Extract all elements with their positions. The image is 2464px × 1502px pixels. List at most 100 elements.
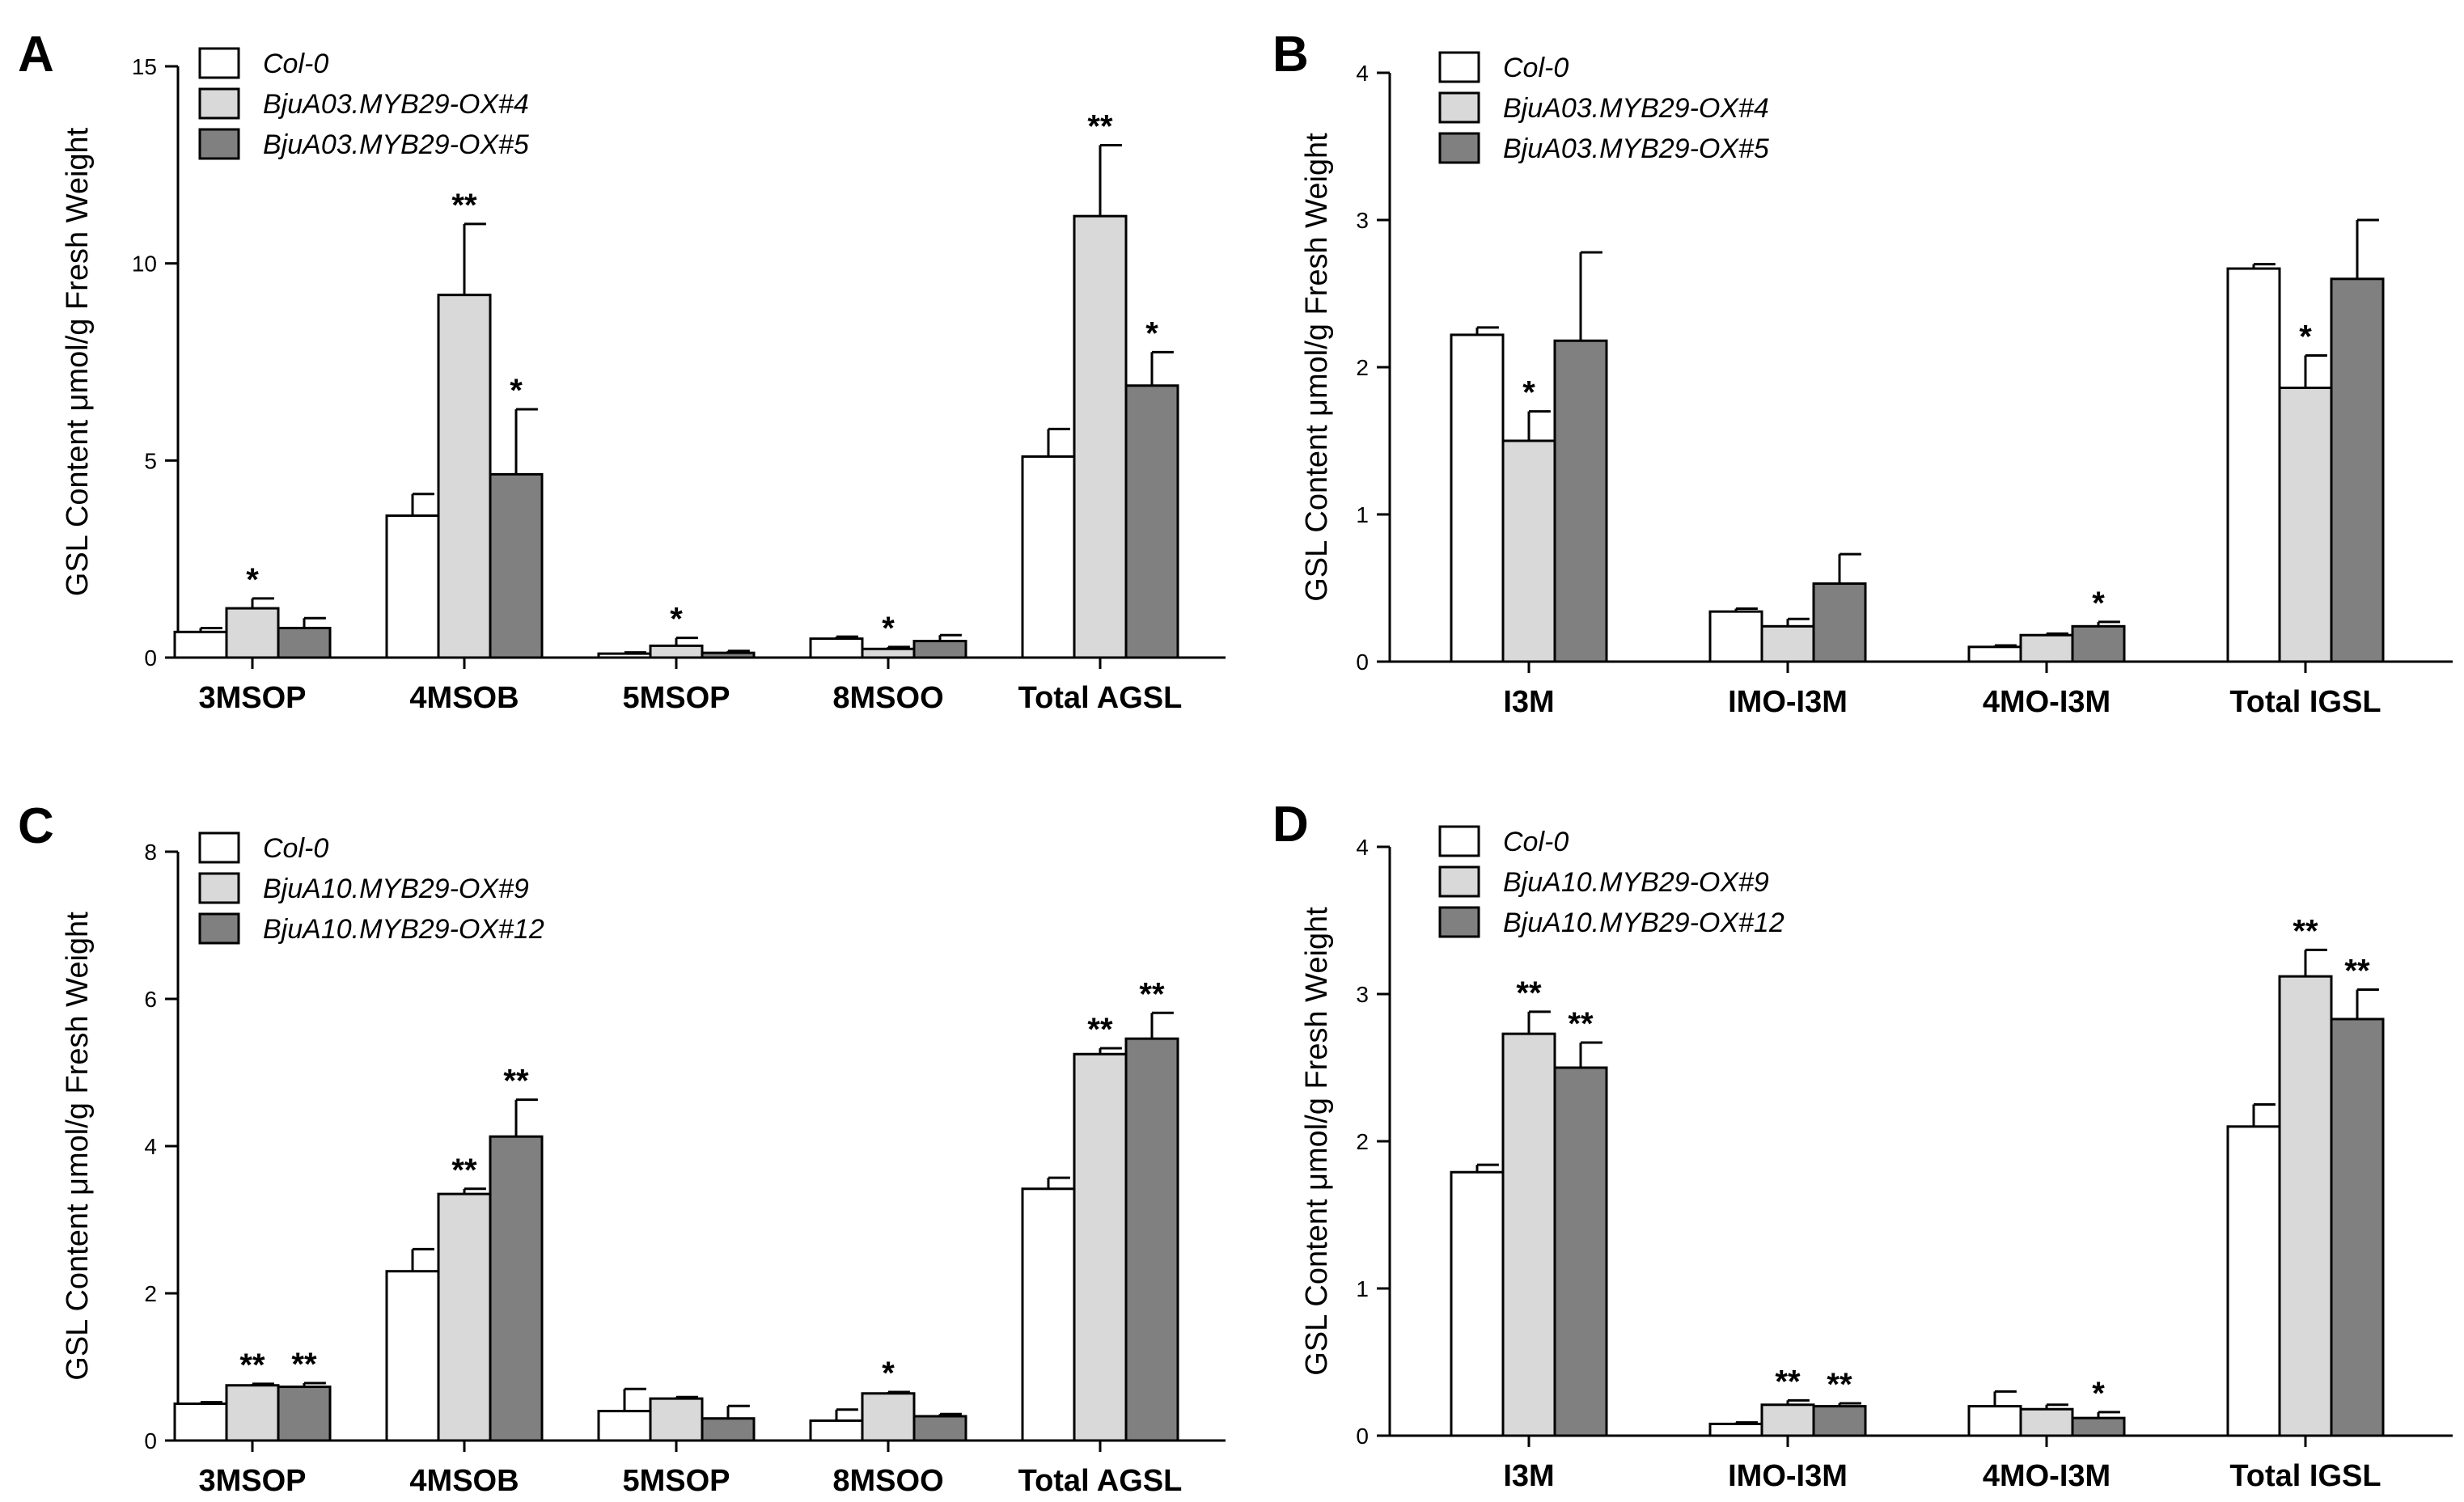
bar (701, 1417, 756, 1442)
category-label: 4MO-I3M (1983, 1459, 2110, 1493)
significance-label: * (510, 373, 523, 408)
bar (489, 1135, 544, 1442)
bar (489, 472, 544, 659)
significance-label: * (2092, 586, 2105, 621)
significance-label: ** (1775, 1364, 1801, 1399)
y-tick-label: 0 (144, 645, 157, 671)
legend-swatch (198, 47, 240, 79)
panel-letter: B (1272, 27, 1309, 83)
y-tick-label: 2 (1356, 1129, 1369, 1154)
significance-label: * (1522, 375, 1535, 411)
category-label: 5MSOP (622, 681, 730, 715)
significance-label: * (2092, 1376, 2105, 1411)
legend-swatch (1438, 825, 1480, 857)
y-tick-label: 1 (1356, 1276, 1369, 1301)
category-label: 8MSOO (832, 681, 943, 715)
legend-label: Col-0 (263, 49, 328, 79)
bar (701, 651, 756, 659)
y-tick-label: 2 (1356, 355, 1369, 380)
category-label: 3MSOP (198, 1464, 306, 1498)
significance-label: * (670, 602, 683, 637)
bar (1812, 1405, 1867, 1437)
significance-label: * (882, 1356, 895, 1391)
bar (861, 647, 916, 659)
bar (1760, 1403, 1815, 1437)
bar (277, 626, 332, 659)
significance-label: ** (1087, 1012, 1113, 1047)
category-label: 5MSOP (622, 1464, 730, 1498)
bar (1553, 1066, 1608, 1437)
y-tick-label: 0 (1356, 649, 1369, 675)
bar (809, 1419, 864, 1442)
legend-label: Col-0 (1503, 53, 1569, 83)
y-tick-label: 4 (1356, 835, 1369, 860)
y-tick-label: 8 (144, 840, 157, 865)
significance-label: ** (1087, 108, 1113, 144)
panel-B: B 0 1 2 3 4 GSL Content μmol/g Fresh Weight I3M… (1272, 27, 2453, 719)
bar (2278, 975, 2333, 1437)
bar (1501, 1032, 1556, 1437)
y-tick-label: 3 (1356, 208, 1369, 233)
y-axis-label: GSL Content μmol/g Fresh Weight (1300, 907, 1334, 1376)
significance-label: ** (451, 188, 477, 223)
bar (1073, 1052, 1128, 1442)
legend-label: BjuA03.MYB29-OX#5 (263, 129, 529, 160)
significance-label: ** (239, 1348, 265, 1383)
significance-label: ** (1516, 975, 1542, 1011)
bar (1501, 439, 1556, 663)
bar (861, 1392, 916, 1442)
legend-swatch (198, 912, 240, 945)
category-label: Total IGSL (2229, 1459, 2381, 1493)
bar (2071, 624, 2126, 663)
category-label: IMO-I3M (1728, 685, 1848, 719)
bar (385, 1270, 440, 1442)
bar (2019, 1407, 2074, 1437)
bar (1450, 1170, 1505, 1437)
legend-swatch (198, 831, 240, 864)
bar (225, 1384, 280, 1442)
significance-label: ** (1827, 1367, 1852, 1403)
bar (1021, 455, 1076, 659)
legend-swatch (1438, 865, 1480, 898)
legend-swatch (198, 87, 240, 120)
y-tick-label: 15 (132, 54, 157, 79)
bar (649, 1397, 704, 1442)
legend-label: BjuA10.MYB29-OX#9 (263, 874, 529, 904)
y-tick-label: 6 (144, 987, 157, 1012)
legend-label: BjuA10.MYB29-OX#12 (1503, 908, 1784, 938)
significance-label: ** (1139, 976, 1165, 1012)
significance-label: * (1145, 315, 1158, 351)
panel-letter: C (18, 798, 54, 854)
y-tick-label: 2 (144, 1281, 157, 1306)
legend-label: BjuA10.MYB29-OX#9 (1503, 867, 1769, 898)
legend-label: BjuA03.MYB29-OX#4 (1503, 93, 1769, 124)
panel-A: A 0 5 10 15 GSL Content μmol/g Fresh Weight 3M… (18, 27, 1226, 715)
bar (2226, 1125, 2281, 1437)
significance-label: ** (451, 1153, 477, 1188)
bar (1812, 582, 1867, 663)
y-tick-label: 4 (144, 1134, 157, 1159)
significance-label: ** (1568, 1006, 1594, 1042)
bar (2019, 633, 2074, 663)
bar (649, 644, 704, 659)
legend-swatch (1438, 132, 1480, 164)
legend-swatch (198, 128, 240, 160)
category-label: 4MO-I3M (1983, 685, 2110, 719)
legend-label: BjuA03.MYB29-OX#5 (1503, 133, 1769, 164)
legend-label: Col-0 (1503, 827, 1569, 857)
category-label: 4MSOB (409, 1464, 519, 1498)
bar (1708, 610, 1763, 663)
panel-letter: A (18, 27, 54, 83)
bar (1124, 384, 1179, 659)
y-tick-label: 5 (144, 448, 157, 473)
bar (385, 514, 440, 659)
panel-letter: D (1272, 797, 1309, 853)
bar (1124, 1037, 1179, 1442)
category-label: Total AGSL (1018, 1464, 1183, 1498)
bar (1760, 624, 1815, 663)
bar (437, 294, 492, 659)
legend-swatch (1438, 906, 1480, 938)
y-tick-label: 10 (132, 252, 157, 277)
y-tick-label: 1 (1356, 502, 1369, 527)
bar (809, 637, 864, 659)
